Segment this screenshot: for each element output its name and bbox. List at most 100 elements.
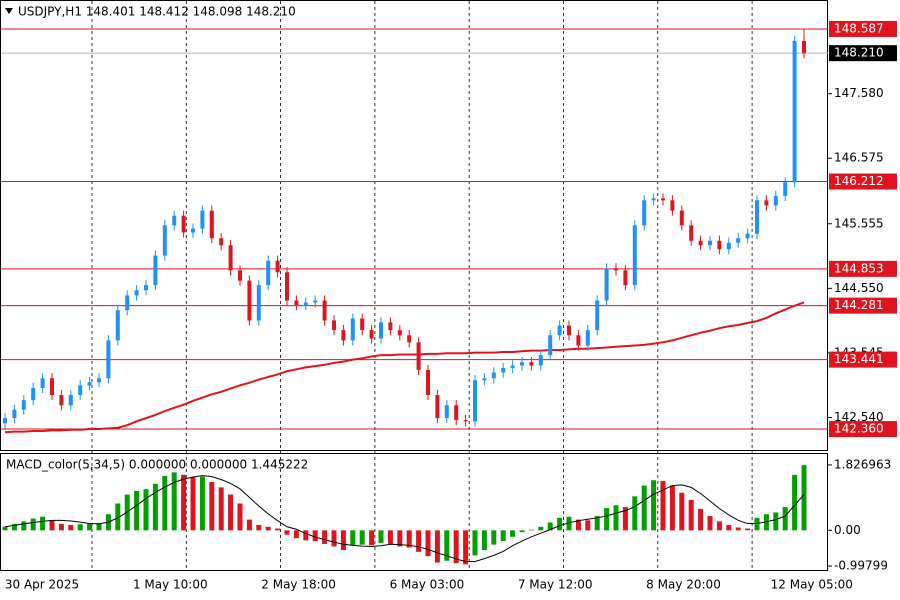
macd-bar bbox=[735, 527, 741, 531]
macd-bar bbox=[632, 496, 638, 531]
candle-body bbox=[595, 300, 600, 331]
macd-bar bbox=[698, 508, 704, 531]
macd-bar bbox=[218, 487, 224, 531]
macd-bar bbox=[190, 477, 196, 531]
macd-bar bbox=[472, 530, 478, 556]
candle-body bbox=[604, 268, 609, 301]
candle-body bbox=[125, 295, 130, 311]
candle-body bbox=[773, 195, 778, 206]
candle-body bbox=[689, 225, 694, 241]
candle-body bbox=[87, 382, 92, 386]
candle-body bbox=[200, 210, 205, 229]
candle-body bbox=[12, 409, 17, 419]
candle-body bbox=[745, 233, 750, 239]
candle-body bbox=[31, 387, 36, 401]
macd-bar bbox=[181, 474, 187, 531]
macd-bar bbox=[228, 494, 234, 531]
y-tick-label: 146.575 bbox=[834, 151, 884, 165]
macd-bar bbox=[162, 475, 168, 531]
macd-bar bbox=[726, 524, 732, 531]
candle-body bbox=[783, 182, 788, 196]
y-tick-label: 144.550 bbox=[834, 281, 884, 295]
macd-bar bbox=[246, 519, 252, 531]
candle-body bbox=[661, 198, 665, 201]
macd-bar bbox=[660, 480, 666, 531]
macd-bar bbox=[707, 516, 713, 531]
candle-body bbox=[238, 270, 242, 281]
macd-bar bbox=[30, 518, 36, 531]
symbol-menu-icon[interactable] bbox=[5, 8, 13, 14]
macd-bar bbox=[688, 499, 694, 531]
candle-body bbox=[632, 225, 637, 286]
macd-bar bbox=[284, 530, 290, 535]
candle-body bbox=[115, 310, 120, 341]
macd-bar bbox=[77, 524, 83, 531]
level-label: 143.441 bbox=[834, 352, 884, 366]
x-tick-label: 8 May 20:00 bbox=[646, 578, 721, 592]
macd-bar bbox=[115, 503, 121, 531]
candle-body bbox=[294, 300, 299, 306]
macd-bar bbox=[134, 490, 140, 531]
candle-body bbox=[209, 210, 214, 239]
macd-bar bbox=[453, 530, 459, 564]
macd-bar bbox=[491, 530, 497, 545]
candle-body bbox=[567, 325, 571, 336]
macd-bar bbox=[293, 530, 299, 539]
macd-bar bbox=[500, 530, 506, 542]
candle-body bbox=[444, 405, 449, 419]
candle-body bbox=[802, 40, 806, 54]
signal-line bbox=[4, 475, 805, 562]
indicator-title: MACD_color(5,34,5) 0.000000 0.000000 1.4… bbox=[6, 458, 308, 472]
macd-bar bbox=[378, 530, 384, 543]
candle-body bbox=[106, 340, 111, 379]
macd-bar bbox=[575, 519, 581, 531]
x-tick-label: 2 May 18:00 bbox=[261, 578, 336, 592]
macd-bar bbox=[622, 507, 628, 531]
candle-body bbox=[510, 365, 515, 369]
macd-bar bbox=[265, 526, 271, 531]
candle-body bbox=[538, 355, 543, 366]
x-tick-label: 12 May 05:00 bbox=[771, 578, 853, 592]
level-label-box bbox=[829, 351, 897, 368]
candle-body bbox=[520, 362, 524, 366]
current-price-label: 148.210 bbox=[834, 46, 884, 60]
macd-bar bbox=[406, 530, 412, 548]
candle-body bbox=[792, 40, 797, 183]
candle-body bbox=[379, 322, 383, 339]
macd-bar bbox=[773, 512, 779, 531]
level-label-box bbox=[829, 421, 897, 438]
candle-body bbox=[585, 330, 590, 346]
moving-average bbox=[4, 301, 805, 434]
macd-bar bbox=[11, 523, 17, 531]
macd-bar bbox=[237, 503, 243, 531]
macd-bar bbox=[369, 530, 375, 546]
current-price-box bbox=[829, 45, 897, 62]
level-label: 148.587 bbox=[834, 21, 884, 35]
macd-bar bbox=[40, 516, 46, 531]
candle-body bbox=[369, 330, 374, 339]
candle-body bbox=[642, 200, 647, 226]
macd-bar bbox=[312, 530, 318, 542]
macd-bar bbox=[350, 530, 356, 546]
candle-body bbox=[285, 272, 289, 301]
candle-body bbox=[708, 240, 712, 246]
macd-bar bbox=[21, 521, 27, 531]
candle-body bbox=[726, 242, 731, 250]
macd-bar bbox=[58, 523, 64, 531]
macd-bar bbox=[425, 530, 431, 557]
macd-bar bbox=[651, 480, 657, 531]
level-label: 146.212 bbox=[834, 174, 884, 188]
candle-body bbox=[491, 372, 496, 379]
macd-bar bbox=[510, 530, 516, 537]
macd-bar bbox=[96, 523, 102, 531]
macd-bar bbox=[143, 489, 149, 531]
candle-body bbox=[134, 290, 139, 296]
candle-body bbox=[576, 335, 581, 346]
candle-body bbox=[59, 394, 64, 406]
candle-body bbox=[247, 280, 252, 321]
macd-bar bbox=[359, 530, 365, 545]
candle-body bbox=[322, 300, 327, 321]
candle-body bbox=[266, 260, 271, 286]
candle-body bbox=[736, 238, 741, 243]
candle-body bbox=[388, 322, 393, 331]
